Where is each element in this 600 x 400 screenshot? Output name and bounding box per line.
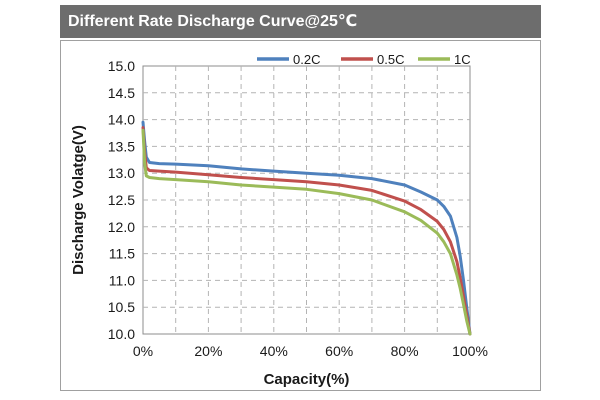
y-tick-label: 14.0 bbox=[108, 112, 135, 128]
chart-title-banner: Different Rate Discharge Curve@25℃ bbox=[60, 5, 541, 38]
series-line-1C bbox=[141, 128, 472, 336]
y-axis-label: Discharge Volatge(V) bbox=[70, 125, 87, 275]
legend-label-1C: 1C bbox=[454, 52, 471, 67]
chart-frame bbox=[60, 40, 541, 391]
y-tick-label: 13.5 bbox=[108, 138, 135, 154]
x-tick-label: 60% bbox=[325, 343, 353, 359]
x-axis-label: Capacity(%) bbox=[264, 371, 350, 388]
y-tick-label: 15.0 bbox=[108, 58, 135, 74]
chart-title: Different Rate Discharge Curve@25℃ bbox=[68, 13, 358, 30]
y-tick-label: 14.5 bbox=[108, 85, 135, 101]
y-tick-label: 11.0 bbox=[109, 272, 135, 288]
x-tick-label: 0% bbox=[133, 343, 153, 359]
y-tick-label: 10.0 bbox=[108, 326, 135, 342]
x-tick-label: 20% bbox=[194, 343, 222, 359]
y-tick-label: 12.0 bbox=[108, 219, 135, 235]
y-tick-label: 13.0 bbox=[108, 165, 135, 181]
legend-label-0.2C: 0.2C bbox=[293, 52, 320, 67]
series-line-0.5C bbox=[141, 126, 472, 336]
y-tick-label: 10.5 bbox=[108, 299, 135, 315]
y-tick-label: 11.5 bbox=[109, 246, 135, 262]
y-tick-label: 12.5 bbox=[108, 192, 135, 208]
legend-label-0.5C: 0.5C bbox=[377, 52, 404, 67]
x-tick-label: 100% bbox=[452, 343, 488, 359]
x-tick-label: 40% bbox=[260, 343, 288, 359]
series-line-0.2C bbox=[141, 120, 472, 336]
x-tick-label: 80% bbox=[391, 343, 419, 359]
